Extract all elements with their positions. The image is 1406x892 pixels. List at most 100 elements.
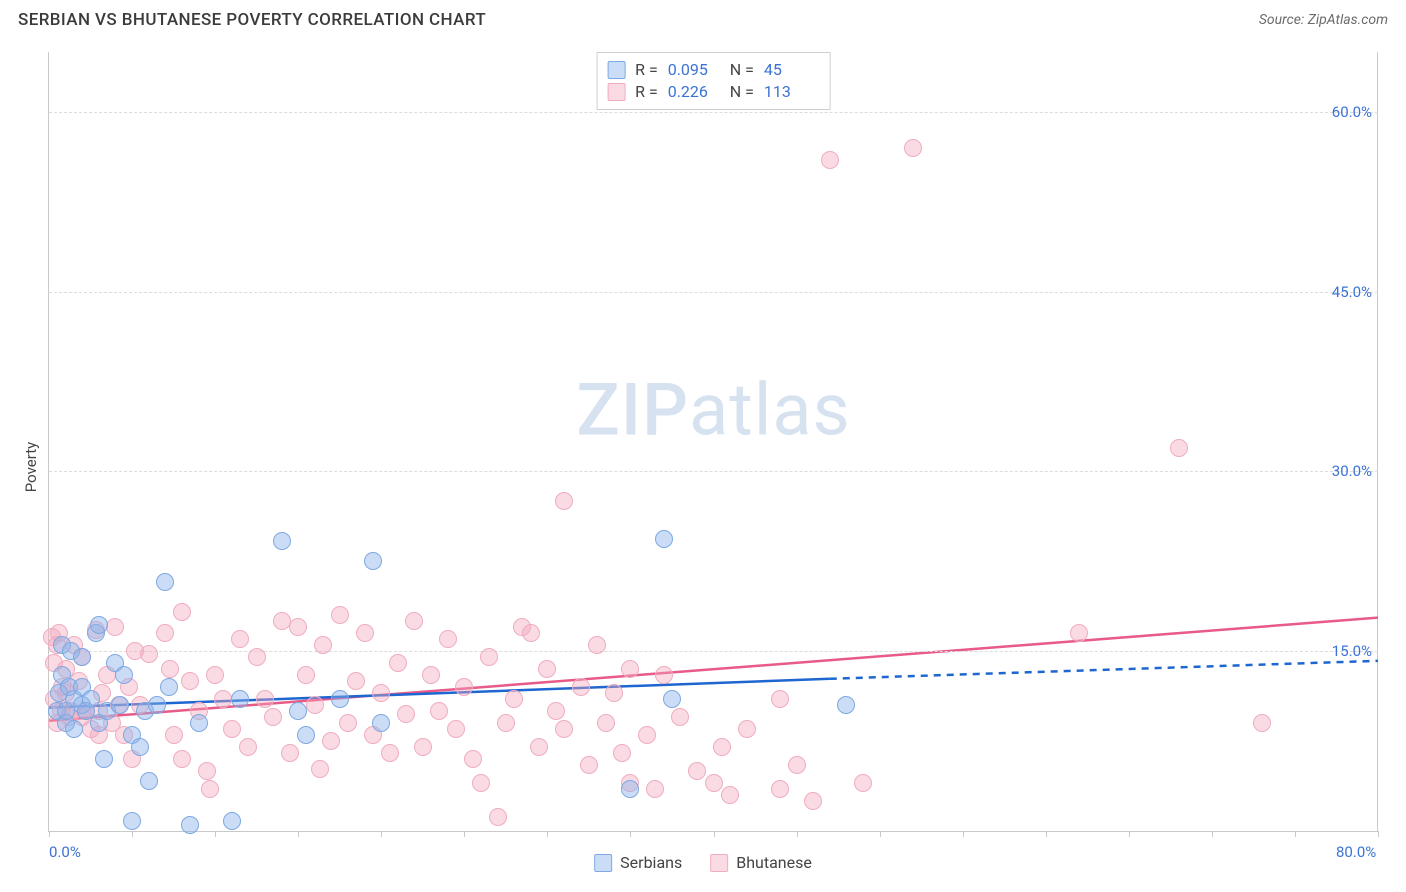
- n-label: N =: [730, 59, 754, 81]
- point-bhutanese: [347, 672, 365, 690]
- point-bhutanese: [264, 708, 282, 726]
- point-bhutanese: [821, 151, 839, 169]
- x-tick: [797, 831, 798, 837]
- point-bhutanese: [256, 690, 274, 708]
- x-tick: [714, 831, 715, 837]
- watermark: ZIPatlas: [576, 368, 850, 453]
- point-bhutanese: [248, 648, 266, 666]
- y-axis-label: Poverty: [22, 442, 40, 492]
- x-tick: [1378, 831, 1379, 837]
- point-serbian: [111, 696, 129, 714]
- point-bhutanese: [173, 750, 191, 768]
- point-serbian: [331, 690, 349, 708]
- point-serbian: [621, 780, 639, 798]
- x-tick: [547, 831, 548, 837]
- point-serbian: [115, 666, 133, 684]
- point-bhutanese: [638, 726, 656, 744]
- n-label: N =: [730, 81, 754, 103]
- point-serbian: [148, 696, 166, 714]
- point-bhutanese: [140, 645, 158, 663]
- point-bhutanese: [389, 654, 407, 672]
- point-bhutanese: [331, 606, 349, 624]
- x-tick: [880, 831, 881, 837]
- point-bhutanese: [106, 618, 124, 636]
- point-bhutanese: [322, 732, 340, 750]
- point-serbian: [190, 714, 208, 732]
- x-tick: [215, 831, 216, 837]
- gridline: [49, 112, 1378, 113]
- point-bhutanese: [738, 720, 756, 738]
- point-bhutanese: [522, 624, 540, 642]
- point-bhutanese: [713, 738, 731, 756]
- point-bhutanese: [472, 774, 490, 792]
- point-bhutanese: [397, 705, 415, 723]
- point-bhutanese: [455, 678, 473, 696]
- x-tick: [464, 831, 465, 837]
- point-serbian: [123, 812, 141, 830]
- point-serbian: [156, 573, 174, 591]
- x-tick: [132, 831, 133, 837]
- legend-item-bhutanese: Bhutanese: [710, 853, 812, 872]
- point-bhutanese: [430, 702, 448, 720]
- point-bhutanese: [788, 756, 806, 774]
- swatch-serbian: [607, 61, 625, 79]
- point-bhutanese: [289, 618, 307, 636]
- point-bhutanese: [1170, 439, 1188, 457]
- point-serbian: [289, 702, 307, 720]
- point-bhutanese: [671, 708, 689, 726]
- point-bhutanese: [721, 786, 739, 804]
- point-serbian: [273, 532, 291, 550]
- point-bhutanese: [165, 726, 183, 744]
- point-bhutanese: [231, 630, 249, 648]
- point-bhutanese: [281, 744, 299, 762]
- point-bhutanese: [489, 808, 507, 826]
- point-serbian: [364, 552, 382, 570]
- point-serbian: [90, 616, 108, 634]
- point-bhutanese: [156, 624, 174, 642]
- chart-container: Poverty ZIPatlas R = 0.095 N = 45 R = 0.…: [0, 42, 1406, 892]
- point-bhutanese: [381, 744, 399, 762]
- point-bhutanese: [497, 714, 515, 732]
- point-bhutanese: [214, 690, 232, 708]
- n-value-bhutanese: 113: [764, 81, 816, 103]
- gridline: [49, 471, 1378, 472]
- point-serbian: [160, 678, 178, 696]
- point-serbian: [372, 714, 390, 732]
- point-serbian: [73, 648, 91, 666]
- point-bhutanese: [580, 756, 598, 774]
- point-bhutanese: [173, 603, 191, 621]
- point-bhutanese: [538, 660, 556, 678]
- y-tick-label: 45.0%: [1332, 283, 1372, 301]
- point-bhutanese: [339, 714, 357, 732]
- point-serbian: [663, 690, 681, 708]
- point-bhutanese: [198, 762, 216, 780]
- point-bhutanese: [206, 666, 224, 684]
- point-bhutanese: [530, 738, 548, 756]
- point-bhutanese: [480, 648, 498, 666]
- point-bhutanese: [505, 690, 523, 708]
- point-bhutanese: [422, 666, 440, 684]
- x-tick: [1046, 831, 1047, 837]
- point-bhutanese: [161, 660, 179, 678]
- y-tick-label: 60.0%: [1332, 103, 1372, 121]
- point-bhutanese: [688, 762, 706, 780]
- point-bhutanese: [804, 792, 822, 810]
- n-value-serbian: 45: [764, 59, 816, 81]
- point-serbian: [65, 720, 83, 738]
- point-serbian: [82, 690, 100, 708]
- x-tick: [963, 831, 964, 837]
- point-serbian: [140, 772, 158, 790]
- point-serbian: [655, 530, 673, 548]
- right-axis: [1377, 52, 1378, 831]
- point-bhutanese: [904, 139, 922, 157]
- swatch-bhutanese: [607, 83, 625, 101]
- point-serbian: [837, 696, 855, 714]
- point-bhutanese: [356, 624, 374, 642]
- point-bhutanese: [621, 660, 639, 678]
- point-bhutanese: [414, 738, 432, 756]
- watermark-lead: ZIP: [576, 368, 689, 453]
- point-bhutanese: [555, 720, 573, 738]
- legend-item-serbian: Serbians: [594, 853, 682, 872]
- gridline: [49, 292, 1378, 293]
- point-serbian: [223, 812, 241, 830]
